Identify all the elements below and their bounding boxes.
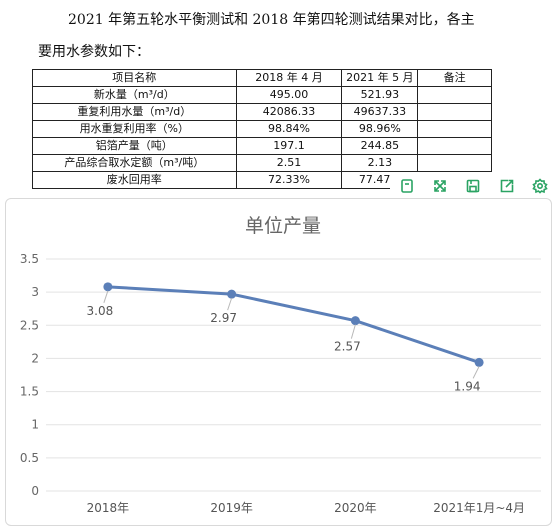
cell-remark — [417, 137, 492, 155]
table-row: 新水量（m³/d） 495.00 521.93 — [32, 86, 492, 104]
data-label: 3.08 — [87, 304, 114, 318]
data-label-leader — [227, 297, 233, 311]
table-row: 铝箔产量（吨） 197.1 244.85 — [32, 137, 492, 155]
cell-item: 用水重复利用率（%） — [32, 120, 237, 138]
cell-2021: 521.93 — [341, 86, 419, 104]
header-2018: 2018 年 4 月 — [235, 69, 343, 87]
y-tick-label: 0 — [31, 484, 39, 498]
cell-remark — [417, 154, 492, 172]
table-header-row: 项目名称 2018 年 4 月 2021 年 5 月 备注 — [32, 69, 492, 87]
cell-2018: 197.1 — [235, 137, 343, 155]
y-tick-label: 0.5 — [20, 451, 39, 465]
cell-remark — [417, 103, 492, 121]
series-line — [107, 285, 480, 364]
y-tick-label: 3 — [31, 285, 39, 299]
share-icon[interactable] — [497, 176, 517, 196]
cell-2018: 72.33% — [235, 171, 343, 189]
y-tick-label: 3.5 — [20, 252, 39, 266]
data-label-leader — [472, 366, 480, 379]
table-row: 产品综合取水定额（m³/吨） 2.51 2.13 — [32, 154, 492, 172]
chart-container: 单位产量 0 0.5 1 1.5 2 2.5 3 3.5 2018年 2019年 2020年 202… — [5, 198, 552, 526]
cell-item: 重复利用水量（m³/d） — [32, 103, 237, 121]
x-tick-label: 2020年 — [334, 501, 377, 515]
data-point — [350, 316, 360, 326]
x-tick-label: 2019年 — [210, 501, 253, 515]
header-remarks: 备注 — [417, 69, 492, 87]
chart-toolbar — [390, 172, 557, 200]
cell-2018: 98.84% — [235, 120, 343, 138]
cell-2021: 98.96% — [341, 120, 419, 138]
cell-item: 铝箔产量（吨） — [32, 137, 237, 155]
cell-2021: 2.13 — [341, 154, 419, 172]
cell-2018: 2.51 — [235, 154, 343, 172]
water-parameters-table: 项目名称 2018 年 4 月 2021 年 5 月 备注 新水量（m³/d） … — [32, 69, 492, 189]
cell-2018: 495.00 — [235, 86, 343, 104]
data-label-leader — [350, 324, 356, 339]
y-tick-label: 1.5 — [20, 385, 39, 399]
save-icon[interactable] — [463, 176, 483, 196]
header-2021: 2021 年 5 月 — [341, 69, 419, 87]
data-point — [227, 289, 237, 299]
cell-remark — [417, 86, 492, 104]
data-label: 1.94 — [454, 379, 481, 393]
data-point — [474, 357, 484, 367]
copy-icon[interactable] — [397, 176, 417, 196]
chart-title: 单位产量 — [245, 215, 321, 237]
y-tick-label: 2 — [31, 351, 39, 365]
paragraph-line-2: 要用水参数如下： — [38, 44, 150, 60]
expand-icon[interactable] — [430, 176, 450, 196]
y-tick-label: 1 — [31, 418, 39, 432]
data-label: 2.57 — [334, 340, 361, 354]
table-row: 用水重复利用率（%） 98.84% 98.96% — [32, 120, 492, 138]
table-row: 重复利用水量（m³/d） 42086.33 49637.33 — [32, 103, 492, 121]
settings-icon[interactable] — [530, 176, 550, 196]
y-tick-label: 2.5 — [20, 318, 39, 332]
paragraph-line-1: 2021 年第五轮水平衡测试和 2018 年第四轮测试结果对比，各主 — [68, 12, 475, 28]
data-label-leader — [103, 290, 109, 303]
header-item-name: 项目名称 — [32, 69, 237, 87]
cell-item: 废水回用率 — [32, 171, 237, 189]
line-chart: 单位产量 0 0.5 1 1.5 2 2.5 3 3.5 2018年 2019年 2020年 202… — [20, 215, 541, 515]
cell-2021: 49637.33 — [341, 103, 419, 121]
data-label: 2.97 — [210, 311, 237, 325]
cell-2018: 42086.33 — [235, 103, 343, 121]
cell-2021: 244.85 — [341, 137, 419, 155]
x-tick-label: 2021年1月~4月 — [433, 501, 525, 515]
x-tick-label: 2018年 — [87, 501, 130, 515]
cell-item: 新水量（m³/d） — [32, 86, 237, 104]
cell-remark — [417, 120, 492, 138]
table-clip: 项目名称 2018 年 4 月 2021 年 5 月 备注 新水量（m³/d） … — [0, 0, 557, 190]
data-point — [103, 282, 113, 292]
cell-item: 产品综合取水定额（m³/吨） — [32, 154, 237, 172]
